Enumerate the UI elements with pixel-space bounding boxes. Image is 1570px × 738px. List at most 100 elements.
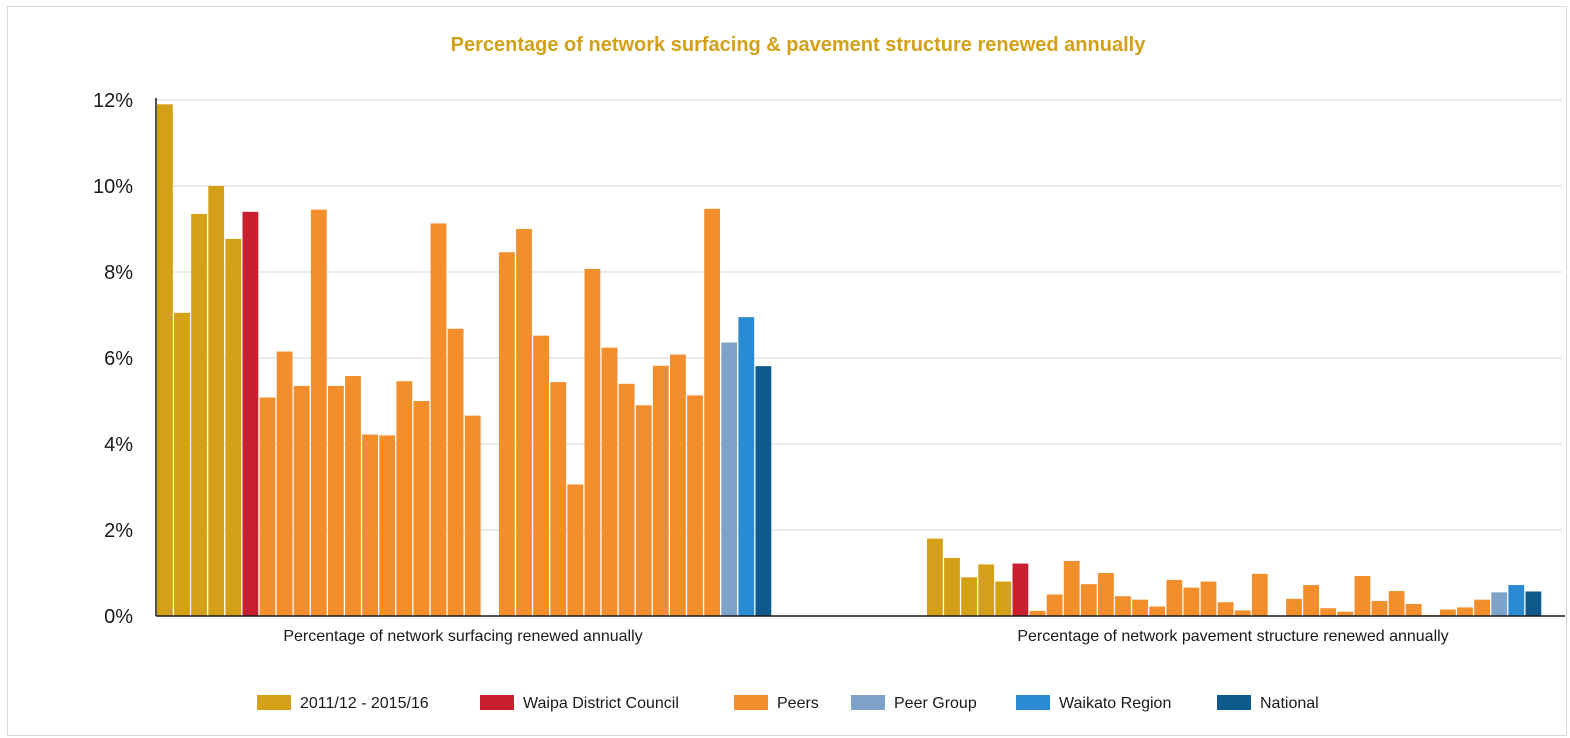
legend-label: National (1260, 695, 1319, 712)
bar (601, 347, 618, 616)
bar (345, 376, 361, 616)
y-tick-label: 2% (104, 520, 133, 542)
bar (362, 434, 378, 616)
bar (516, 229, 532, 616)
legend-swatch (851, 695, 885, 710)
legend-item: Waikato Region (1016, 695, 1171, 712)
legend-label: Waikato Region (1059, 695, 1171, 712)
axes (155, 98, 1565, 617)
bar (1200, 581, 1217, 616)
bar (1080, 584, 1097, 616)
x-axis-categories: Percentage of network surfacing renewed … (283, 628, 1448, 645)
y-axis-ticks: 0% 2% 4% 6% 8% 10% 12% (93, 90, 133, 628)
bar (310, 209, 327, 616)
bars (157, 104, 1542, 617)
bar (174, 312, 190, 616)
bar (670, 354, 686, 616)
bar (208, 186, 225, 616)
bar (1166, 579, 1183, 616)
y-tick-label: 12% (93, 90, 133, 112)
bar (1063, 560, 1080, 616)
legend-swatch (257, 695, 291, 710)
legend-swatch (1016, 695, 1050, 710)
legend-item: Peer Group (851, 695, 977, 712)
bar (413, 401, 430, 616)
bar (1098, 573, 1114, 616)
bar (276, 351, 293, 616)
bar (499, 252, 515, 616)
bar (328, 385, 344, 616)
bar (584, 268, 601, 616)
bar (1405, 603, 1422, 616)
legend-swatch (480, 695, 514, 710)
legend-item: Waipa District Council (480, 695, 679, 712)
bar (1046, 594, 1063, 616)
bar (430, 223, 447, 616)
bar (1440, 609, 1456, 616)
bar (1525, 591, 1542, 616)
x-category-label: Percentage of network pavement structure… (1017, 628, 1448, 645)
bar (1371, 600, 1388, 616)
bar (1474, 599, 1490, 616)
bar (1303, 585, 1319, 616)
bar (191, 213, 207, 616)
bar (961, 577, 977, 616)
bar (533, 335, 549, 616)
bar (1115, 596, 1131, 616)
y-tick-label: 4% (104, 434, 133, 456)
y-tick-label: 0% (104, 606, 133, 628)
legend-swatch (734, 695, 768, 710)
legend-item: Peers (734, 695, 819, 712)
bar (550, 382, 567, 616)
legend-item: National (1217, 695, 1319, 712)
bar (242, 211, 259, 617)
bar (1234, 610, 1251, 616)
bar (379, 435, 396, 616)
legend-label: Waipa District Council (523, 695, 679, 712)
legend-label: Peers (777, 695, 819, 712)
bar (635, 405, 652, 616)
bar (618, 383, 635, 616)
bar (447, 328, 464, 616)
legend-label: Peer Group (894, 695, 977, 712)
bar (1251, 573, 1268, 616)
x-category-label: Percentage of network surfacing renewed … (283, 628, 642, 645)
bar (978, 564, 995, 616)
bar (1320, 608, 1337, 616)
bar (1217, 602, 1234, 616)
bar (1286, 598, 1302, 616)
bar (755, 366, 772, 616)
bar (1508, 585, 1525, 616)
bar (652, 365, 669, 616)
bar (944, 557, 960, 616)
chart-title: Percentage of network surfacing & paveme… (451, 34, 1147, 56)
bar (1029, 610, 1046, 616)
legend: 2011/12 - 2015/16 Waipa District Council P… (257, 695, 1319, 712)
bar (1337, 611, 1354, 616)
bar (927, 538, 943, 616)
y-tick-label: 8% (104, 262, 133, 284)
bar (1012, 563, 1029, 616)
bar (1183, 587, 1200, 616)
bar (157, 104, 173, 617)
bar (1388, 591, 1405, 616)
bar (293, 385, 310, 616)
bar (738, 317, 755, 616)
bar (396, 381, 413, 616)
bar (995, 581, 1012, 616)
y-tick-label: 10% (93, 176, 133, 198)
legend-label: 2011/12 - 2015/16 (300, 695, 429, 712)
bar (1132, 599, 1148, 616)
bar (1491, 592, 1508, 616)
bar (1457, 607, 1473, 616)
bar (1354, 576, 1371, 616)
bar (721, 342, 738, 616)
bar (259, 397, 276, 616)
bar (464, 415, 481, 616)
legend-swatch (1217, 695, 1251, 710)
bar (704, 208, 720, 617)
bar (225, 238, 242, 616)
bar (1149, 606, 1166, 616)
y-tick-label: 6% (104, 348, 133, 370)
